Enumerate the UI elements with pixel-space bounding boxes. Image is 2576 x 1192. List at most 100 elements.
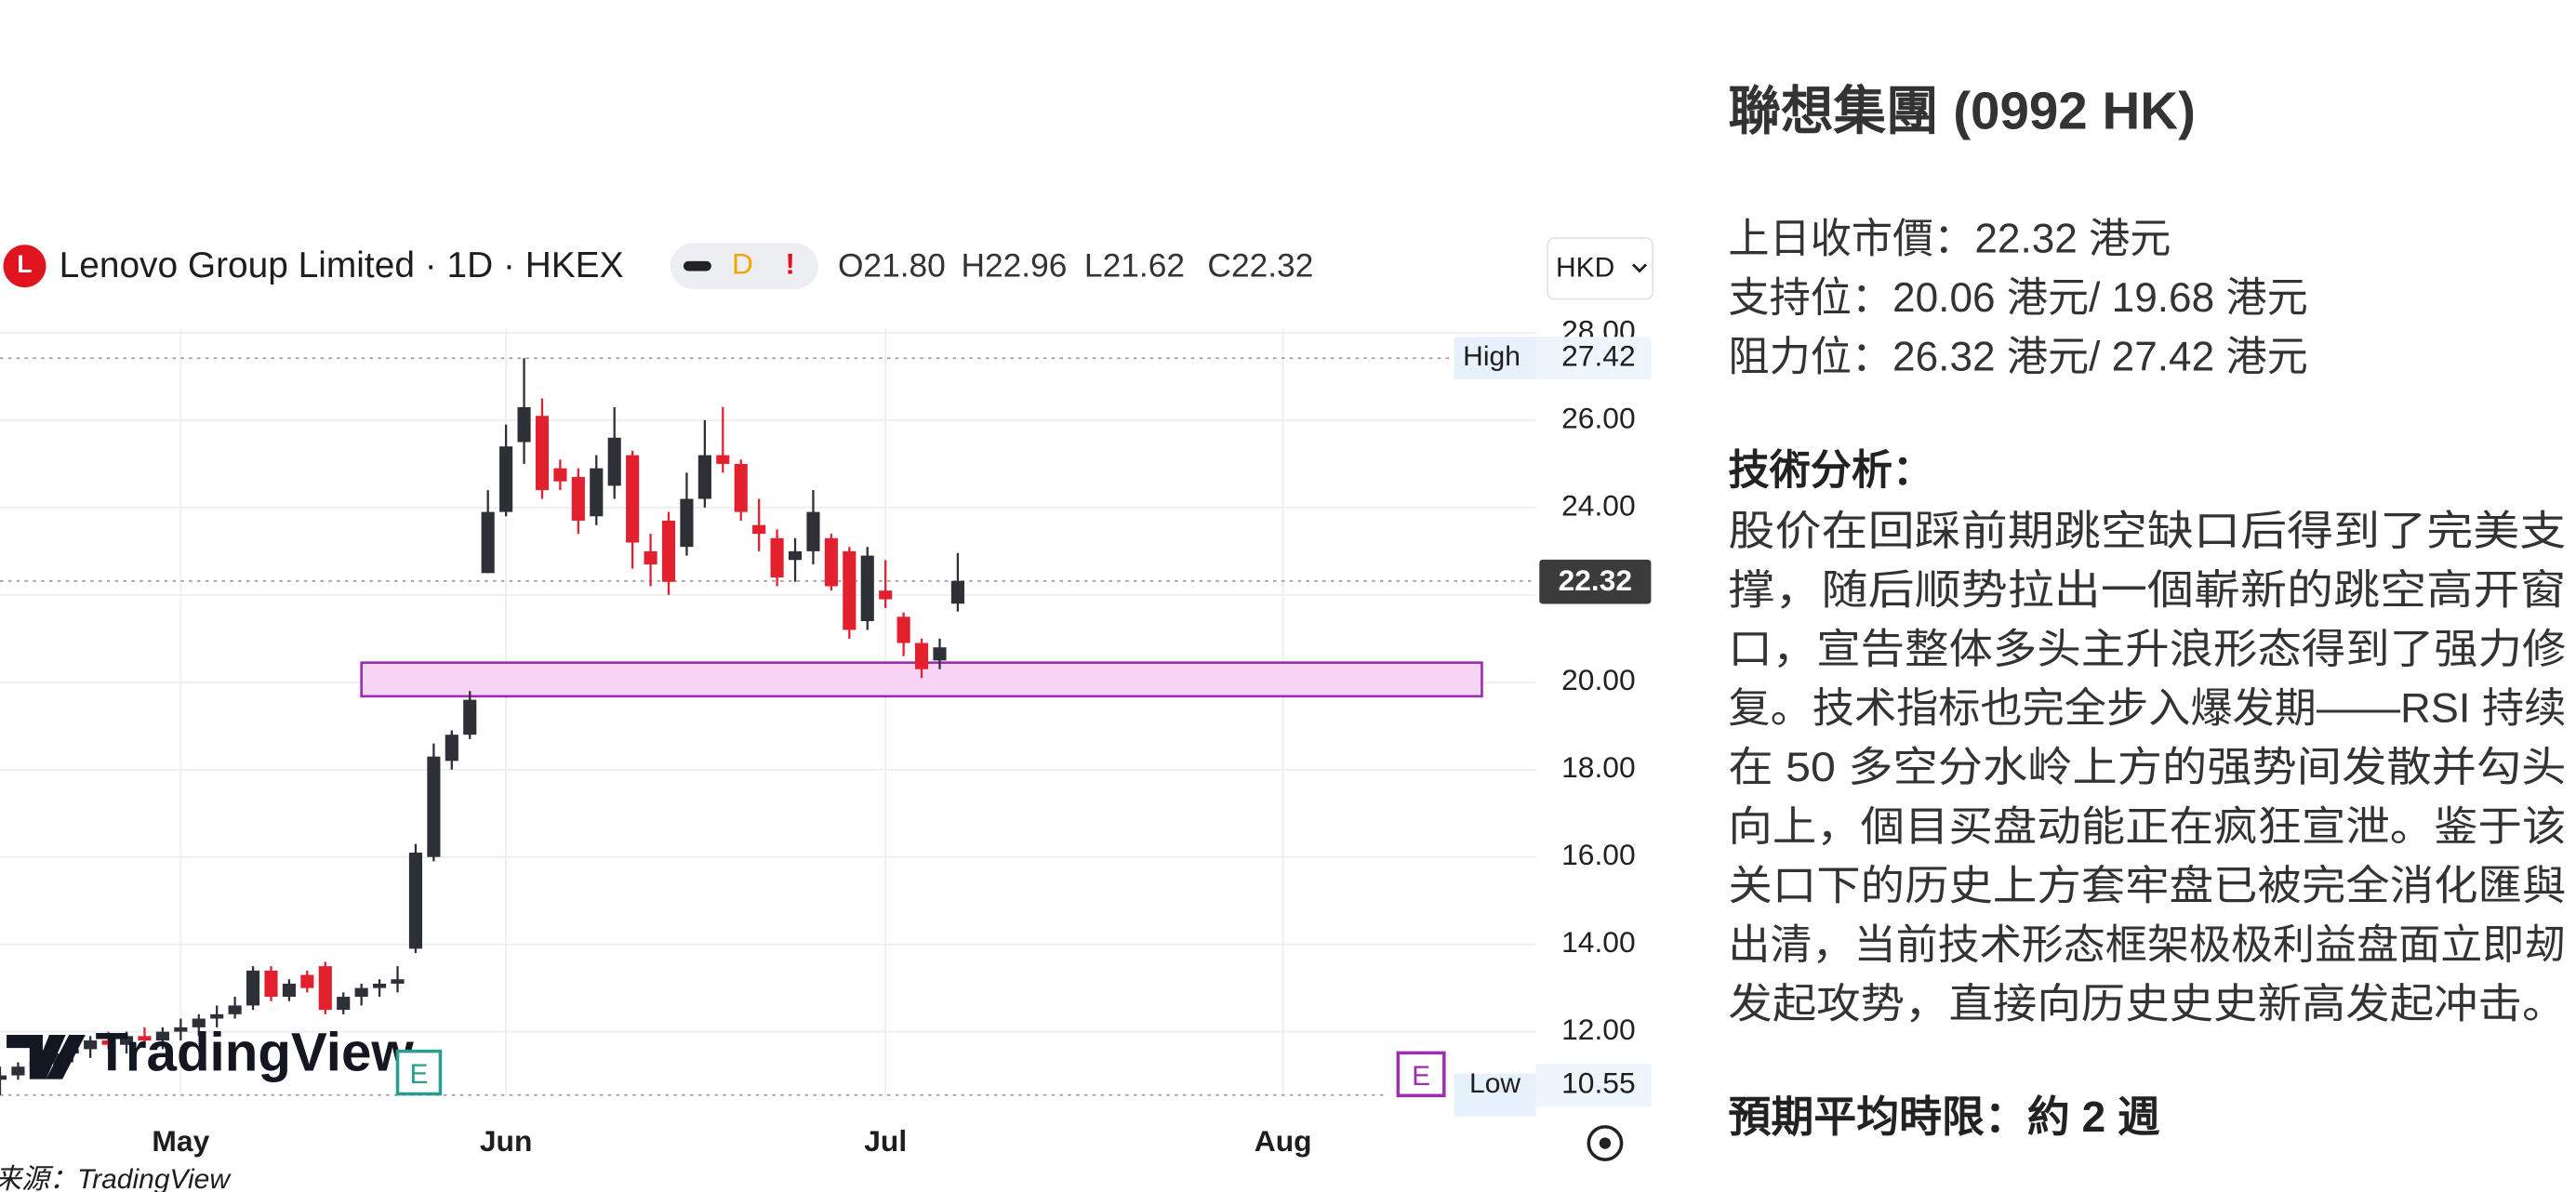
candle-body bbox=[896, 616, 910, 643]
candle-body bbox=[481, 511, 495, 574]
analysis-line: 发起攻势，直接向历史史史新高发起冲击。 bbox=[1728, 982, 2566, 1027]
low-value: 10.55 bbox=[1561, 1066, 1636, 1100]
candle-body bbox=[933, 647, 947, 661]
candle-body bbox=[824, 537, 838, 587]
candle-body bbox=[138, 1036, 152, 1041]
candle-body bbox=[300, 974, 314, 988]
candle-body bbox=[734, 463, 748, 512]
analysis-line: 在 50 多空分水岭上方的强势间发散并勾头 bbox=[1728, 745, 2566, 790]
candle-body bbox=[192, 1018, 206, 1027]
low-tag bbox=[1454, 1073, 1536, 1117]
candle-body bbox=[697, 455, 711, 499]
high-tag-label: High bbox=[1463, 341, 1520, 372]
analysis-line: 股价在回踩前期跳空缺口后得到了完美支 bbox=[1728, 509, 2566, 554]
settings-icon[interactable] bbox=[1587, 1125, 1624, 1161]
logo bbox=[3, 245, 46, 288]
candle-body bbox=[517, 406, 531, 443]
x-tick-label: May bbox=[152, 1124, 209, 1158]
ohlc-legend: O21.80 H22.96 L21.62 C22.32 bbox=[838, 247, 1313, 284]
candle-body bbox=[535, 416, 550, 491]
low-value-tag bbox=[1535, 1064, 1652, 1107]
status-pill bbox=[670, 243, 818, 289]
price-line: 阻力位：26.32 港元/ 27.42 港元 bbox=[1728, 335, 2307, 380]
high-value: 27.42 bbox=[1561, 339, 1636, 373]
candle-body bbox=[590, 468, 604, 517]
dropdown-arrow bbox=[1631, 263, 1648, 273]
candle-body bbox=[463, 699, 477, 735]
x-tick-label: Jul bbox=[864, 1124, 907, 1158]
candle-body bbox=[644, 550, 657, 564]
analysis-heading: 技術分析： bbox=[1728, 447, 1933, 493]
watermark: TradingView bbox=[7, 1022, 414, 1082]
candle-body bbox=[661, 521, 676, 582]
currency-label: HKD bbox=[1556, 253, 1614, 284]
candle-body bbox=[571, 477, 585, 522]
candle-body bbox=[607, 437, 621, 486]
settings-icon bbox=[1599, 1137, 1612, 1149]
candle-body bbox=[246, 970, 260, 1006]
candle-body bbox=[101, 1040, 115, 1045]
x-tick-label: Aug bbox=[1255, 1124, 1312, 1158]
candle-body bbox=[445, 735, 458, 762]
candle-body bbox=[499, 446, 513, 512]
candle-body bbox=[680, 498, 694, 548]
candle-body bbox=[626, 455, 640, 543]
event-icon-letter: E bbox=[409, 1059, 428, 1090]
watermark-text: TradingView bbox=[95, 1022, 414, 1082]
event-icon: E E bbox=[395, 1049, 1446, 1098]
candle-body bbox=[228, 1005, 242, 1014]
high-tag bbox=[1454, 337, 1536, 380]
high-value-tag bbox=[1535, 337, 1652, 380]
candle-body bbox=[318, 966, 332, 1011]
y-tick-label: 18.00 bbox=[1561, 750, 1636, 784]
candle-body bbox=[210, 1013, 224, 1019]
candle-body bbox=[716, 455, 730, 464]
candle-body bbox=[879, 590, 893, 600]
x-tick-label: Jun bbox=[480, 1124, 533, 1158]
currency-button[interactable] bbox=[1547, 237, 1654, 300]
candle-body bbox=[553, 468, 567, 482]
candle-body bbox=[914, 642, 929, 669]
price-line: 支持位：20.06 港元/ 19.68 港元 bbox=[1728, 275, 2307, 321]
ohlc-value: O21.80 bbox=[838, 247, 946, 284]
candle-body bbox=[119, 1036, 134, 1045]
status-icon: ! bbox=[785, 247, 795, 281]
candle-body bbox=[264, 970, 278, 998]
candle-body bbox=[0, 1075, 7, 1080]
candle-body bbox=[843, 550, 856, 630]
last-price-tag bbox=[1539, 559, 1652, 604]
watermark-icon bbox=[7, 1034, 86, 1079]
candle-body bbox=[860, 555, 874, 622]
ohlc-value: C22.32 bbox=[1207, 247, 1313, 284]
y-tick-label: 12.00 bbox=[1561, 1013, 1636, 1046]
candle-body bbox=[11, 1066, 25, 1076]
analysis-line: 撑，随后顺势拉出一個嶄新的跳空高开窗 bbox=[1728, 567, 2566, 613]
candle-body bbox=[788, 550, 803, 561]
candle-body bbox=[337, 997, 351, 1011]
status-icon bbox=[683, 260, 711, 272]
panel-title: 聯想集團 (0992 HK) bbox=[1728, 82, 2195, 140]
candle-body bbox=[752, 524, 766, 535]
price-line: 上日收市價：22.32 港元 bbox=[1728, 216, 2171, 261]
analysis-line: 复。技术指标也完全步入爆发期——RSI 持续 bbox=[1728, 686, 2566, 732]
y-tick-label: 14.00 bbox=[1561, 925, 1636, 959]
analysis-line: 关口下的历史上方套牢盘已被完全消化匯與 bbox=[1728, 863, 2566, 908]
analysis-line: 出清，当前技术形态框架极极利益盘面立即刼 bbox=[1728, 922, 2566, 968]
candle-body bbox=[806, 511, 820, 551]
last-price: 22.32 bbox=[1559, 563, 1633, 597]
candle-body bbox=[174, 1026, 188, 1032]
y-tick-label: 24.00 bbox=[1561, 488, 1636, 522]
candle-body bbox=[354, 987, 368, 998]
low-tag-label: Low bbox=[1469, 1068, 1520, 1099]
analysis-line: 向上，個目买盘动能正在疯狂宣泄。鉴于该 bbox=[1728, 804, 2566, 850]
y-tick-label: 26.00 bbox=[1561, 401, 1636, 434]
y-tick-label: 20.00 bbox=[1561, 663, 1636, 696]
ohlc-value: H22.96 bbox=[961, 247, 1067, 284]
candle-body bbox=[391, 979, 405, 984]
source: 来源：TradingView bbox=[0, 1164, 232, 1192]
candle-body bbox=[427, 756, 441, 857]
candle-body bbox=[408, 853, 423, 949]
candle-body bbox=[950, 580, 964, 604]
